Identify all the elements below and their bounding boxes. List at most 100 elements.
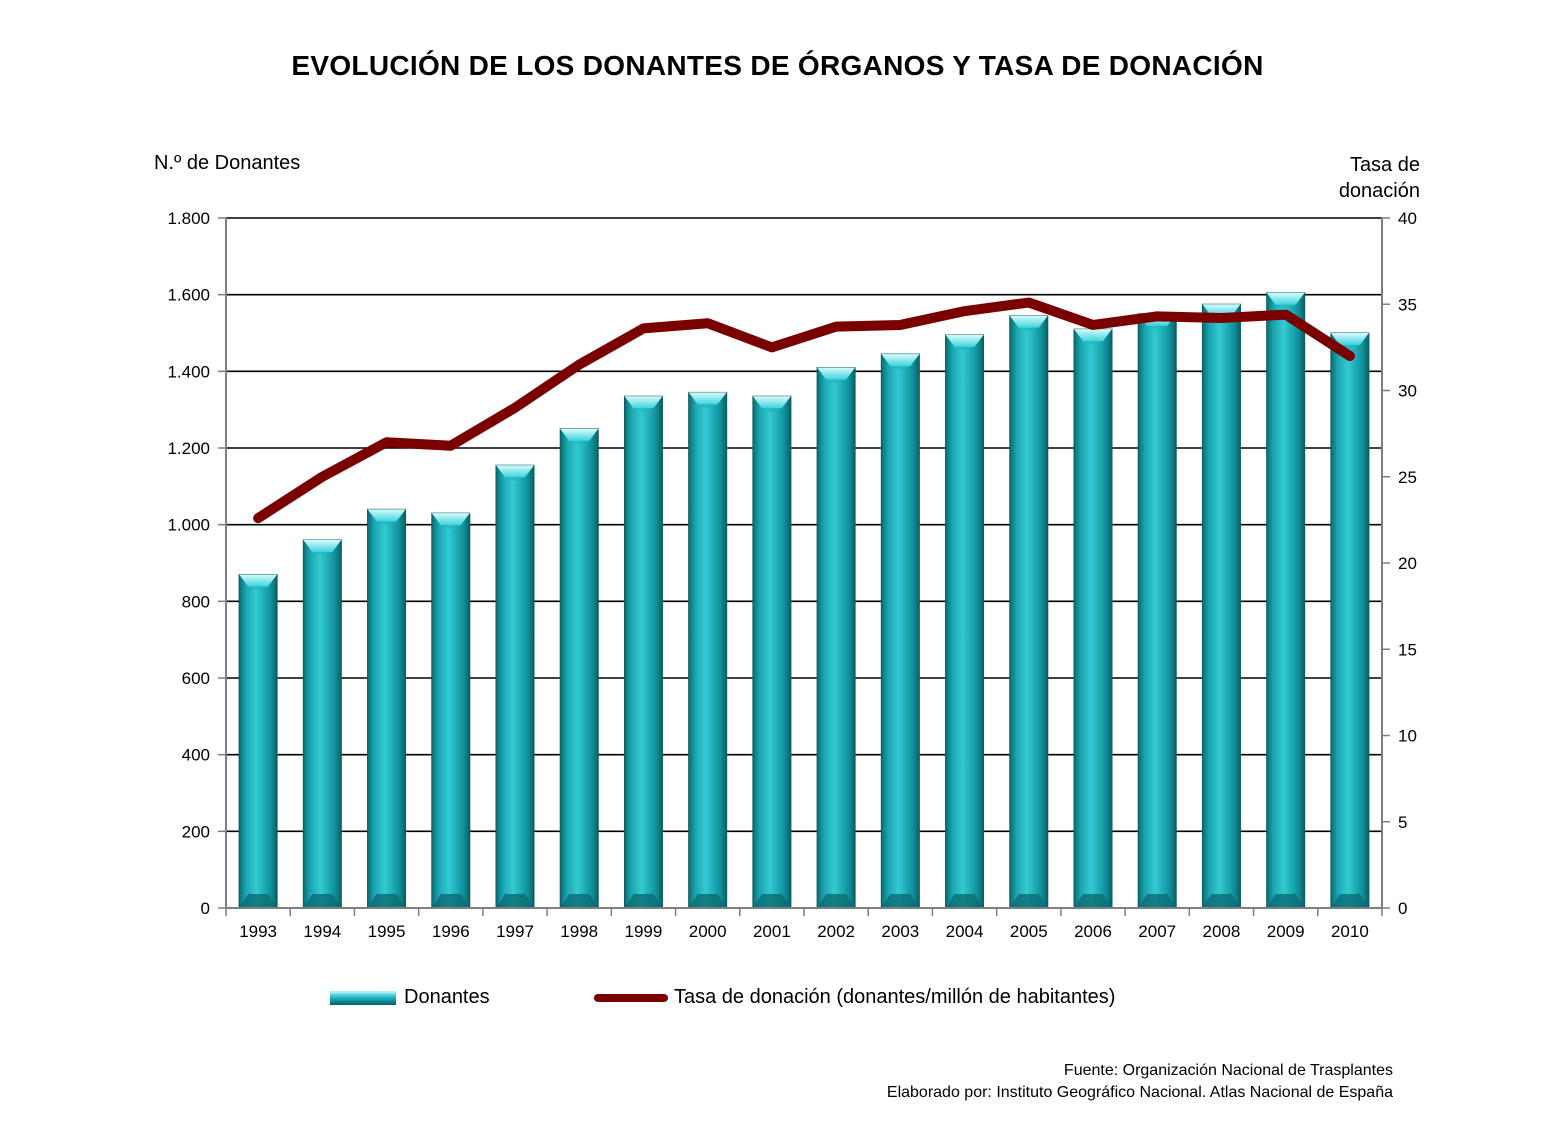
bar-body — [1330, 332, 1370, 909]
line-point-1996 — [449, 444, 452, 447]
x-tick-label: 2000 — [689, 922, 727, 941]
bar-base — [367, 894, 406, 908]
bar-body — [688, 391, 728, 909]
bar-cap-shade — [248, 586, 269, 591]
y-left-tick-label: 0 — [201, 899, 210, 918]
bar-base — [624, 894, 663, 908]
bar-base — [688, 894, 727, 908]
bar-cap-shade — [376, 521, 397, 526]
legend-label-donantes: Donantes — [404, 986, 490, 1008]
x-tick-label: 1996 — [432, 922, 470, 941]
bar-2004 — [945, 334, 985, 909]
y-right-tick-label: 15 — [1398, 640, 1417, 659]
x-tick-label: 1993 — [239, 922, 277, 941]
x-tick-label: 2010 — [1331, 922, 1369, 941]
bar-base — [881, 894, 920, 908]
line-point-1997 — [514, 406, 516, 409]
line-point-2005 — [1027, 301, 1030, 304]
bar-base — [945, 894, 984, 908]
bar-body — [1009, 315, 1049, 909]
bar-cap-shade — [826, 379, 847, 384]
y-right-tick-label: 40 — [1398, 209, 1417, 228]
bar-cap-shade — [954, 346, 975, 351]
bar-body — [945, 334, 985, 909]
bar-base — [752, 894, 791, 908]
bar-cap — [1009, 315, 1048, 328]
legend-item-tasa: Tasa de donación (donantes/millón de hab… — [594, 986, 1115, 1009]
bar-cap — [431, 513, 470, 526]
bar-2000 — [688, 391, 728, 909]
bar-base — [1074, 894, 1112, 908]
x-tick-label: 1995 — [368, 922, 406, 941]
x-tick-label: 2001 — [753, 922, 791, 941]
bar-1999 — [623, 395, 663, 909]
y-axis-left-title: N.º de Donantes — [154, 152, 301, 174]
bar-cap-shade — [569, 440, 590, 445]
x-tick-label: 2003 — [881, 922, 919, 941]
y-left-tick-label: 1.800 — [167, 209, 210, 228]
bar-1995 — [367, 508, 407, 909]
bar-base — [560, 894, 599, 908]
x-tick-label: 1997 — [496, 922, 534, 941]
bar-cap-shade — [312, 552, 333, 556]
line-point-2006 — [1092, 323, 1094, 326]
bar-base — [303, 894, 342, 908]
x-tick-label: 2006 — [1074, 922, 1112, 941]
y-left-tick-label: 1.200 — [167, 439, 210, 458]
bar-2010 — [1330, 332, 1370, 909]
x-tick-label: 1998 — [560, 922, 598, 941]
bar-cap-shade — [1018, 327, 1039, 332]
x-tick-label: 2007 — [1138, 922, 1176, 941]
bar-body — [238, 574, 278, 909]
line-point-2010 — [1348, 355, 1351, 357]
bar-body — [816, 367, 856, 909]
line-point-2004 — [963, 310, 966, 313]
line-point-1995 — [385, 441, 388, 444]
bar-cap — [945, 334, 984, 347]
bar-cap — [817, 367, 856, 380]
bar-2009 — [1266, 292, 1306, 909]
y-left-tick-label: 1.600 — [167, 286, 210, 305]
y-right-tick-label: 20 — [1398, 554, 1417, 573]
bar-cap-shade — [1147, 325, 1168, 330]
bar-cap — [1266, 292, 1305, 305]
bar-body — [880, 353, 920, 909]
y-right-tick-label: 5 — [1398, 813, 1407, 832]
bar-cap-shade — [761, 408, 782, 413]
line-point-2008 — [1220, 317, 1223, 320]
y-right-tick-label: 35 — [1398, 295, 1417, 314]
x-tick-label: 2005 — [1010, 922, 1048, 941]
bar-1994 — [302, 539, 342, 909]
bar-body — [1201, 303, 1241, 909]
y-left-tick-label: 1.400 — [167, 362, 210, 381]
bar-1993 — [238, 574, 278, 909]
bar-body — [495, 464, 535, 909]
source-line-1: Fuente: Organización Nacional de Traspla… — [1063, 1062, 1393, 1079]
bar-cap-shade — [633, 408, 654, 413]
line-point-2003 — [899, 323, 902, 326]
legend-item-donantes: Donantes — [330, 986, 490, 1009]
bar-cap — [752, 396, 791, 409]
x-tick-label: 2009 — [1267, 922, 1305, 941]
y-left-tick-label: 200 — [182, 822, 210, 841]
bar-2007 — [1137, 313, 1177, 909]
y-right-tick-label: 30 — [1398, 382, 1417, 401]
y-left-tick-label: 800 — [182, 592, 210, 611]
line-point-2000 — [706, 322, 709, 325]
line-point-1998 — [578, 363, 581, 366]
chart-title: EVOLUCIÓN DE LOS DONANTES DE ÓRGANOS Y T… — [291, 50, 1264, 81]
bar-body — [623, 395, 663, 909]
bar-body — [1266, 292, 1306, 909]
bar-cap — [1330, 333, 1369, 345]
y-left-tick-label: 1.000 — [167, 516, 210, 535]
bar-cap-shade — [1083, 341, 1103, 346]
x-tick-label: 2002 — [817, 922, 855, 941]
y-right-tick-label: 0 — [1398, 899, 1407, 918]
bar-base — [496, 894, 534, 908]
bar-cap-shade — [440, 525, 461, 530]
y-right-tick-label: 10 — [1398, 727, 1417, 746]
bar-cap-shade — [890, 366, 911, 371]
bar-cap-shade — [505, 477, 525, 482]
source-line-2: Elaborado por: Instituto Geográfico Naci… — [886, 1084, 1393, 1101]
